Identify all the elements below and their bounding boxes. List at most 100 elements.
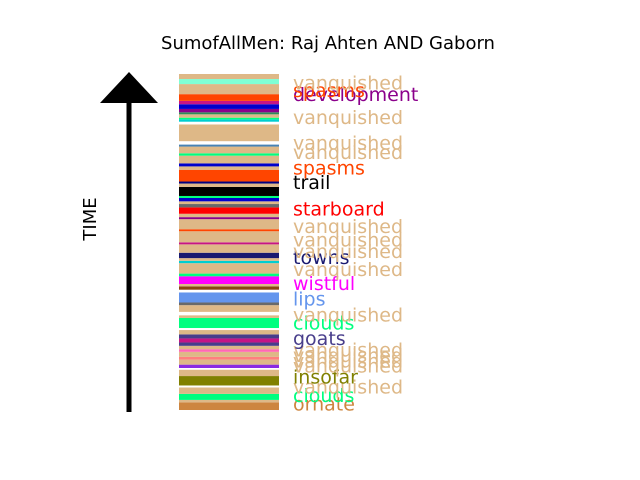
word-label-14: towns [293,247,350,269]
word-label-22: vanquished [293,133,403,155]
stripe-42 [179,204,279,208]
word-label-23: vanquished [293,107,403,129]
stripe-54 [179,146,279,154]
stripe-65 [179,100,279,105]
word-label-12: wistful [293,273,355,295]
stripe-53 [179,153,279,156]
word-label-25: spasms [293,80,365,102]
stripe-58 [179,121,279,125]
stripe-19 [179,317,279,329]
stripe-33 [179,252,279,259]
stripe-13 [179,345,279,350]
stripe-35 [179,242,279,245]
stripe-66 [179,94,279,101]
stripe-52 [179,155,279,164]
word-label-0: ornate [293,393,355,415]
stripe-22 [179,305,279,312]
stripe-44 [179,197,279,202]
stripe-62 [179,112,279,115]
stripe-14 [179,342,279,346]
word-label-24: development [293,84,418,106]
word-label-20: spasms [293,157,365,179]
word-label-6: vanquished [293,345,403,367]
stripe-9 [179,359,279,365]
time-arrow [100,72,158,412]
y-axis-label: TIME [80,197,101,241]
stripe-10 [179,356,279,360]
stripe-48 [179,181,279,184]
word-label-10: vanquished [293,305,403,327]
stripe-55 [179,144,279,147]
stripe-11 [179,351,279,357]
word-label-3: insofar [293,366,358,388]
word-label-11: lips [293,288,326,310]
word-label-15: vanquished [293,241,403,263]
stripe-1 [179,399,279,403]
stripe-49 [179,169,279,182]
word-label-8: goats [293,328,346,350]
stripe-15 [179,338,279,343]
stripe-34 [179,244,279,253]
stripe-67 [179,84,279,95]
word-label-7: vanquished [293,340,403,362]
stripe-39 [179,217,279,220]
word-label-16: vanquished [293,229,403,251]
word-label-9: clouds [293,313,354,335]
stripe-32 [179,258,279,261]
word-labels: ornatecloudsvanquishedinsofarvanquishedv… [293,72,418,415]
stripe-50 [179,166,279,170]
stripe-38 [179,219,279,230]
stripe-16 [179,334,279,339]
stripe-43 [179,201,279,205]
stripe-59 [179,119,279,122]
word-label-26: vanquished [293,72,403,94]
stripe-28 [179,276,279,284]
stripe-12 [179,349,279,352]
stripe-31 [179,260,279,264]
stripe-63 [179,108,279,113]
stripe-61 [179,114,279,118]
stripe-25 [179,289,279,293]
word-label-18: starboard [293,198,385,220]
stripe-7 [179,368,279,370]
word-label-17: vanquished [293,216,403,238]
stripe-stack [179,74,279,410]
stripe-27 [179,284,279,287]
stripe-57 [179,124,279,142]
stripe-24 [179,292,279,303]
word-label-13: vanquished [293,259,403,281]
stripe-40 [179,213,279,218]
stripe-6 [179,369,279,377]
word-label-19: trail [293,172,330,194]
chart-title: SumofAllMen: Raj Ahten AND Gaborn [161,33,495,54]
word-label-21: vanquished [293,142,403,164]
stripe-21 [179,311,279,316]
stripe-37 [179,229,279,232]
stripe-8 [179,364,279,368]
word-label-2: vanquished [293,376,403,398]
stripe-4 [179,385,279,388]
stripe-69 [179,74,279,80]
stripe-41 [179,207,279,214]
word-label-5: vanquished [293,350,403,372]
stripe-23 [179,302,279,306]
stripe-56 [179,141,279,145]
stripe-2 [179,393,279,400]
stripe-0 [179,402,279,410]
stripe-51 [179,163,279,167]
stripe-26 [179,286,279,290]
stripe-18 [179,328,279,331]
stripe-36 [179,231,279,243]
stripe-64 [179,104,279,109]
stripe-60 [179,117,279,120]
stripe-3 [179,387,279,394]
stripe-29 [179,273,279,277]
word-label-1: clouds [293,385,354,407]
stripe-46 [179,186,279,196]
stripe-17 [179,330,279,335]
stripe-68 [179,79,279,85]
word-label-4: vanquished [293,356,403,378]
stripe-45 [179,195,279,198]
stripe-47 [179,183,279,187]
